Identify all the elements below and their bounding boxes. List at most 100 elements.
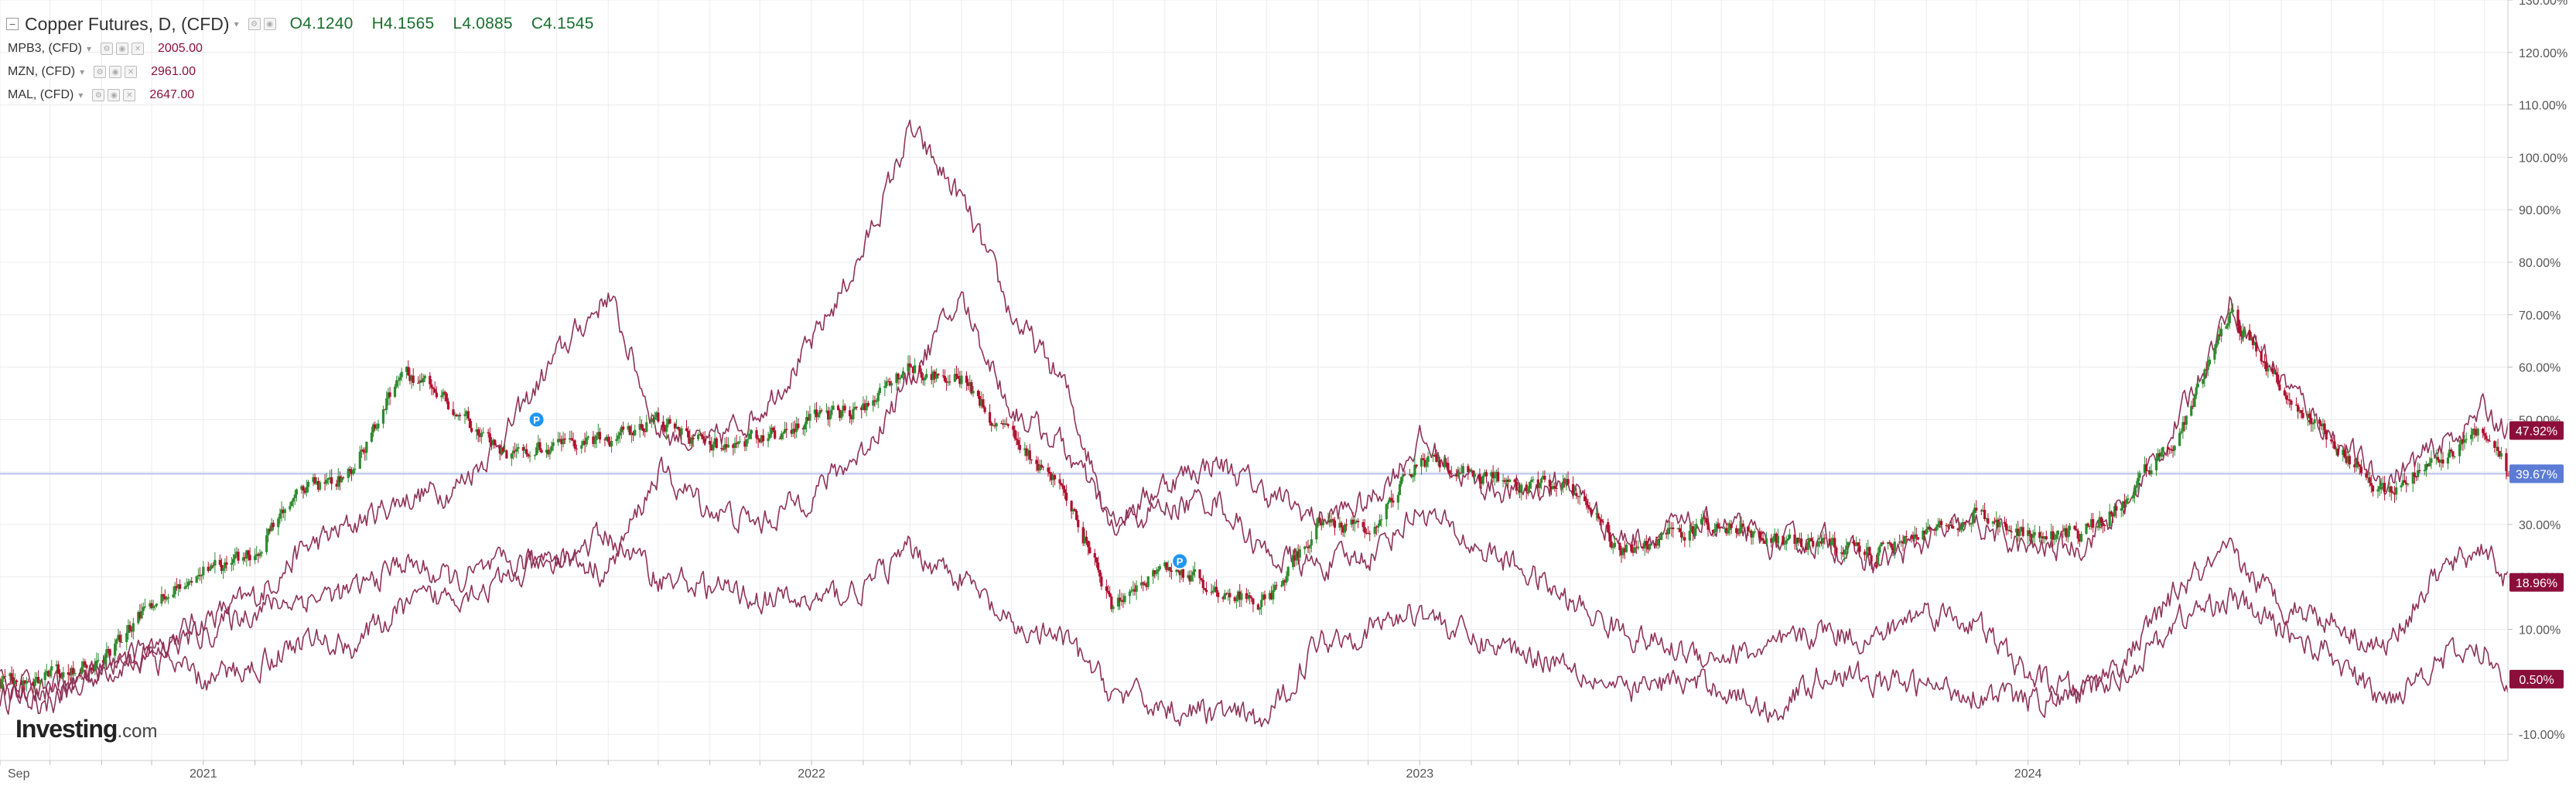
candle-body <box>395 380 398 387</box>
candle-body <box>1070 501 1073 512</box>
candle-body <box>1198 569 1201 579</box>
logo-text: Investing <box>15 715 118 743</box>
candle-body <box>1071 509 1074 512</box>
visibility-icon[interactable]: ◉ <box>108 89 121 101</box>
candle-body <box>375 428 378 429</box>
candle-body <box>644 430 647 432</box>
candle-body <box>2277 374 2280 384</box>
candle-body <box>1816 542 1819 547</box>
candle-body <box>1392 500 1395 503</box>
candle-body <box>247 550 250 555</box>
candle-body <box>1858 545 1861 552</box>
y-tick-label: 60.00% <box>2519 362 2561 375</box>
candle-body <box>429 375 432 384</box>
candle-body <box>2113 506 2116 517</box>
close-icon[interactable]: ✕ <box>123 89 136 101</box>
visibility-icon[interactable]: ◉ <box>116 43 129 55</box>
candle-body <box>152 606 155 609</box>
candle-body <box>2458 444 2462 456</box>
candle-body <box>2482 429 2485 434</box>
candle-body <box>712 444 715 451</box>
compare-symbol[interactable]: MZN, (CFD) <box>8 65 76 78</box>
candle-body <box>452 409 455 415</box>
candle-body <box>163 596 166 600</box>
candle-body <box>843 405 846 411</box>
settings-icon[interactable]: ⚙ <box>101 43 114 55</box>
candle-body <box>1655 544 1658 546</box>
candle-body <box>908 363 911 367</box>
candle-body <box>316 480 320 490</box>
candle-body <box>979 396 982 406</box>
candle-body <box>1679 532 1683 538</box>
compare-symbol[interactable]: MPB3, (CFD) <box>8 42 82 55</box>
candle-body <box>2180 431 2183 433</box>
candle-body <box>2150 470 2153 475</box>
grid <box>0 0 2508 760</box>
chevron-down-icon[interactable]: ▾ <box>78 90 84 101</box>
compare-value: 2005.00 <box>158 42 203 55</box>
candle-body <box>2400 485 2403 488</box>
candle-body <box>818 410 822 415</box>
candle-body <box>78 672 81 675</box>
last-value-text: 47.92% <box>2516 425 2557 438</box>
candle-body <box>521 446 525 451</box>
candle-body <box>2027 530 2030 536</box>
candle-body <box>2171 449 2175 451</box>
candle-body <box>1297 551 1300 558</box>
candle-body <box>1751 531 1754 538</box>
candle-body <box>2366 477 2369 479</box>
candle-body <box>1630 545 1633 552</box>
candle-body <box>1122 600 1125 603</box>
visibility-icon[interactable]: ◉ <box>109 66 122 78</box>
collapse-icon[interactable]: − <box>6 18 19 30</box>
chevron-down-icon[interactable]: ▾ <box>80 67 85 77</box>
candle-body <box>186 582 190 586</box>
candle-body <box>1308 545 1311 548</box>
candle-body <box>1481 475 1484 484</box>
candle-body <box>1891 547 1894 552</box>
candle-body <box>1165 562 1168 570</box>
chevron-down-icon[interactable]: ▾ <box>87 43 92 54</box>
main-symbol[interactable]: Copper Futures, D, (CFD) <box>25 13 230 34</box>
candle-body <box>1292 555 1295 567</box>
candle-body <box>49 670 52 677</box>
candle-body <box>2040 536 2043 538</box>
candle-body <box>2376 489 2380 492</box>
candle-body <box>618 432 621 436</box>
candle-body <box>1922 530 1925 540</box>
candle-body <box>1003 423 1006 425</box>
chevron-down-icon[interactable]: ▾ <box>234 19 239 29</box>
candle-body <box>631 432 635 436</box>
settings-icon[interactable]: ⚙ <box>92 89 105 101</box>
candle-body <box>22 680 25 685</box>
close-icon[interactable]: ✕ <box>125 66 138 78</box>
candle-body <box>1855 542 1858 546</box>
candle-body <box>456 415 460 417</box>
candle-body <box>1050 473 1053 480</box>
candle-body <box>1555 488 1558 490</box>
candle-body <box>248 555 251 561</box>
close-icon[interactable]: ✕ <box>132 43 145 55</box>
candle-body <box>1763 540 1766 544</box>
candle-body <box>2284 395 2288 400</box>
candle-body <box>552 442 555 446</box>
visibility-icon[interactable]: ◉ <box>263 18 276 30</box>
compare-symbol[interactable]: MAL, (CFD) <box>8 88 74 101</box>
candle-body <box>1368 533 1372 535</box>
candle-body <box>2369 483 2373 486</box>
candle-body <box>668 419 671 424</box>
candle-body <box>1936 525 1939 528</box>
candle-body <box>586 436 590 438</box>
candle-body <box>1595 513 1598 514</box>
candle-body <box>350 470 354 474</box>
candle-body <box>1105 586 1108 591</box>
candle-body <box>82 661 85 668</box>
candle-body <box>2424 463 2428 470</box>
candle-body <box>2041 536 2045 539</box>
candle-body <box>1598 518 1601 520</box>
settings-icon[interactable]: ⚙ <box>248 18 261 30</box>
settings-icon[interactable]: ⚙ <box>94 66 107 78</box>
candle-body <box>85 665 88 668</box>
